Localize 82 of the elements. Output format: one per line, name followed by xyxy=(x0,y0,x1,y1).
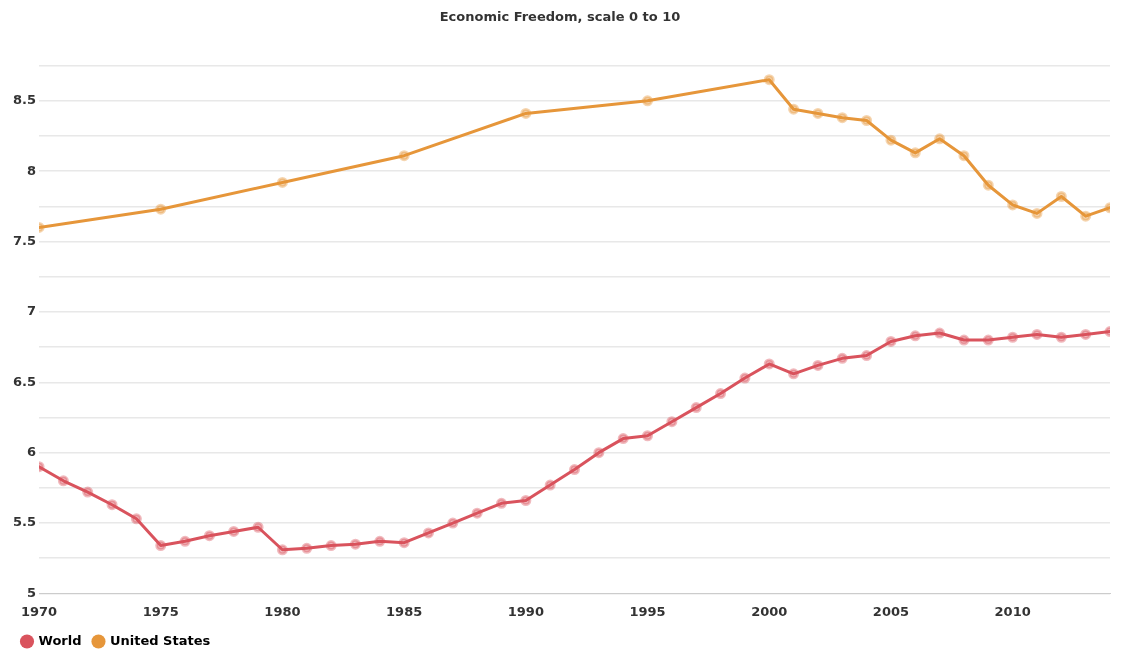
point xyxy=(982,179,994,191)
x-tick-label: 2010 xyxy=(994,603,1031,619)
y-tick-label: 8 xyxy=(26,162,37,178)
point xyxy=(544,479,556,491)
x-tick-label: 2005 xyxy=(872,603,910,619)
point xyxy=(276,176,288,188)
point xyxy=(422,527,434,539)
point xyxy=(106,499,118,511)
chart-title: Economic Freedom, scale 0 to 10 xyxy=(439,9,681,25)
point xyxy=(934,133,946,145)
x-tick-label: 1995 xyxy=(629,603,666,619)
point xyxy=(861,114,873,126)
point xyxy=(690,402,702,414)
point xyxy=(1007,331,1019,343)
point xyxy=(325,540,337,552)
point xyxy=(203,530,215,542)
point xyxy=(1055,331,1067,343)
point xyxy=(471,507,483,519)
point xyxy=(642,95,654,107)
point xyxy=(155,540,167,552)
point xyxy=(788,368,800,380)
point xyxy=(82,486,94,498)
point xyxy=(812,359,824,371)
point xyxy=(1080,328,1092,340)
legend-label: United States xyxy=(109,632,211,648)
point xyxy=(958,150,970,162)
y-tick-label: 6 xyxy=(26,444,37,460)
point xyxy=(739,372,751,384)
point xyxy=(398,150,410,162)
point xyxy=(763,358,775,370)
point xyxy=(909,330,921,342)
point xyxy=(885,335,897,347)
point xyxy=(836,112,848,124)
point xyxy=(909,147,921,159)
point xyxy=(301,542,313,554)
point xyxy=(447,517,459,529)
point xyxy=(57,475,69,487)
point xyxy=(155,203,167,215)
point xyxy=(130,513,142,525)
x-tick-label: 2000 xyxy=(751,603,788,619)
point xyxy=(374,535,386,547)
point xyxy=(520,107,532,119)
point xyxy=(1055,190,1067,202)
point xyxy=(252,521,264,533)
point xyxy=(1080,210,1092,222)
point xyxy=(179,535,191,547)
y-tick-label: 6.5 xyxy=(13,373,37,389)
point xyxy=(861,350,873,362)
y-tick-label: 5 xyxy=(26,584,37,600)
point xyxy=(569,464,581,476)
point xyxy=(788,103,800,115)
point xyxy=(398,537,410,549)
y-tick-label: 7.5 xyxy=(13,232,37,248)
x-tick-label: 1985 xyxy=(386,603,423,619)
point xyxy=(1031,328,1043,340)
y-tick-label: 7 xyxy=(26,303,37,319)
x-tick-label: 1980 xyxy=(264,603,301,619)
point xyxy=(812,107,824,119)
point xyxy=(642,430,654,442)
x-tick-label: 1975 xyxy=(142,603,179,619)
point xyxy=(228,525,240,537)
point xyxy=(666,416,678,428)
point xyxy=(763,74,775,86)
point xyxy=(349,538,361,550)
x-tick-label: 1970 xyxy=(20,603,58,619)
point xyxy=(1031,207,1043,219)
point xyxy=(934,327,946,339)
point xyxy=(982,334,994,346)
point xyxy=(885,134,897,146)
point xyxy=(495,497,507,509)
point xyxy=(520,495,532,507)
x-tick-label: 1990 xyxy=(507,603,544,619)
point xyxy=(593,447,605,459)
y-tick-label: 8.5 xyxy=(13,92,37,108)
point xyxy=(958,334,970,346)
point xyxy=(1007,199,1019,211)
point xyxy=(836,352,848,364)
point xyxy=(617,433,629,445)
legend-label: World xyxy=(38,632,82,648)
point xyxy=(715,388,727,400)
point xyxy=(276,544,288,556)
y-tick-label: 5.5 xyxy=(13,514,37,530)
